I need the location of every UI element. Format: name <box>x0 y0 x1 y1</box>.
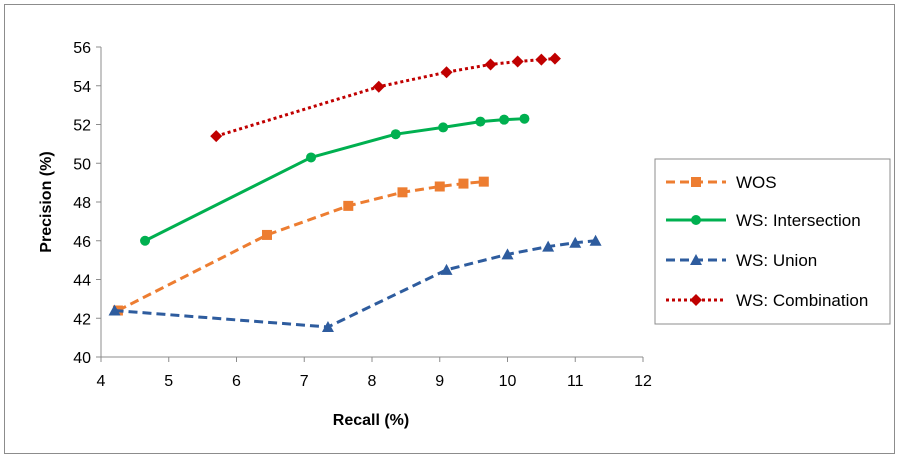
data-point <box>484 58 497 71</box>
legend-marker <box>691 177 701 187</box>
legend-label: WS: Intersection <box>736 211 861 230</box>
x-tick-label: 8 <box>368 373 377 390</box>
legend-marker <box>690 294 702 306</box>
y-axis-ticks: 40 42 44 46 48 50 52 54 56 <box>73 40 101 367</box>
data-point <box>569 236 582 248</box>
x-tick-label: 10 <box>499 373 517 390</box>
y-tick-label: 56 <box>73 40 91 57</box>
legend: WOS WS: Intersection WS: Union WS: Combinat… <box>654 158 891 325</box>
data-point <box>548 52 561 65</box>
data-point <box>140 235 151 246</box>
x-tick-label: 5 <box>164 373 173 390</box>
data-point <box>511 55 524 68</box>
series-layer <box>108 52 602 332</box>
y-tick-label: 48 <box>73 195 91 212</box>
series-3 <box>108 234 602 332</box>
y-tick-label: 46 <box>73 234 91 251</box>
x-tick-label: 11 <box>567 373 584 390</box>
x-axis-title: Recall (%) <box>333 412 409 429</box>
plot-area <box>100 47 643 358</box>
data-point <box>210 130 223 143</box>
legend-item: WS: Combination <box>666 291 868 310</box>
legend-item: WS: Union <box>666 251 817 270</box>
data-point <box>542 240 555 252</box>
y-tick-label: 50 <box>73 156 91 173</box>
data-point <box>478 176 489 187</box>
data-point <box>535 53 548 66</box>
data-point <box>397 187 408 198</box>
legend-item: WS: Intersection <box>666 211 861 230</box>
legend-label: WS: Combination <box>736 291 868 310</box>
y-tick-label: 40 <box>73 350 91 367</box>
y-tick-label: 52 <box>73 118 91 135</box>
x-tick-label: 12 <box>634 373 652 390</box>
data-point <box>261 229 272 240</box>
series-4 <box>210 52 561 143</box>
data-point <box>306 152 317 163</box>
x-tick-label: 6 <box>232 373 241 390</box>
x-tick-label: 7 <box>300 373 309 390</box>
data-point <box>589 234 602 246</box>
legend-marker <box>690 254 702 265</box>
x-tick-label: 9 <box>435 373 444 390</box>
data-point <box>438 122 449 133</box>
y-axis-title: Precision (%) <box>38 151 55 252</box>
data-point <box>475 116 486 127</box>
y-tick-label: 44 <box>73 273 91 290</box>
data-point <box>343 200 354 211</box>
data-point <box>440 66 453 79</box>
legend-marker <box>691 215 701 225</box>
data-point <box>499 114 510 125</box>
legend-label: WOS <box>736 173 777 192</box>
data-point <box>458 178 469 189</box>
data-point <box>501 248 514 260</box>
series-line <box>114 239 596 329</box>
series-2 <box>140 113 530 246</box>
legend-label: WS: Union <box>736 251 817 270</box>
y-tick-label: 54 <box>73 79 91 96</box>
x-axis-ticks: 4 5 6 7 8 9 10 11 12 <box>97 357 652 390</box>
y-tick-label: 42 <box>73 311 91 328</box>
data-point <box>321 320 334 332</box>
series-line <box>117 180 484 312</box>
data-point <box>372 80 385 93</box>
data-point <box>519 113 530 124</box>
data-point <box>390 129 401 140</box>
series-1 <box>112 176 489 316</box>
data-point <box>108 304 121 316</box>
legend-item: WOS <box>666 173 777 192</box>
data-point <box>434 181 445 192</box>
data-point <box>440 263 453 275</box>
x-tick-label: 4 <box>97 373 106 390</box>
